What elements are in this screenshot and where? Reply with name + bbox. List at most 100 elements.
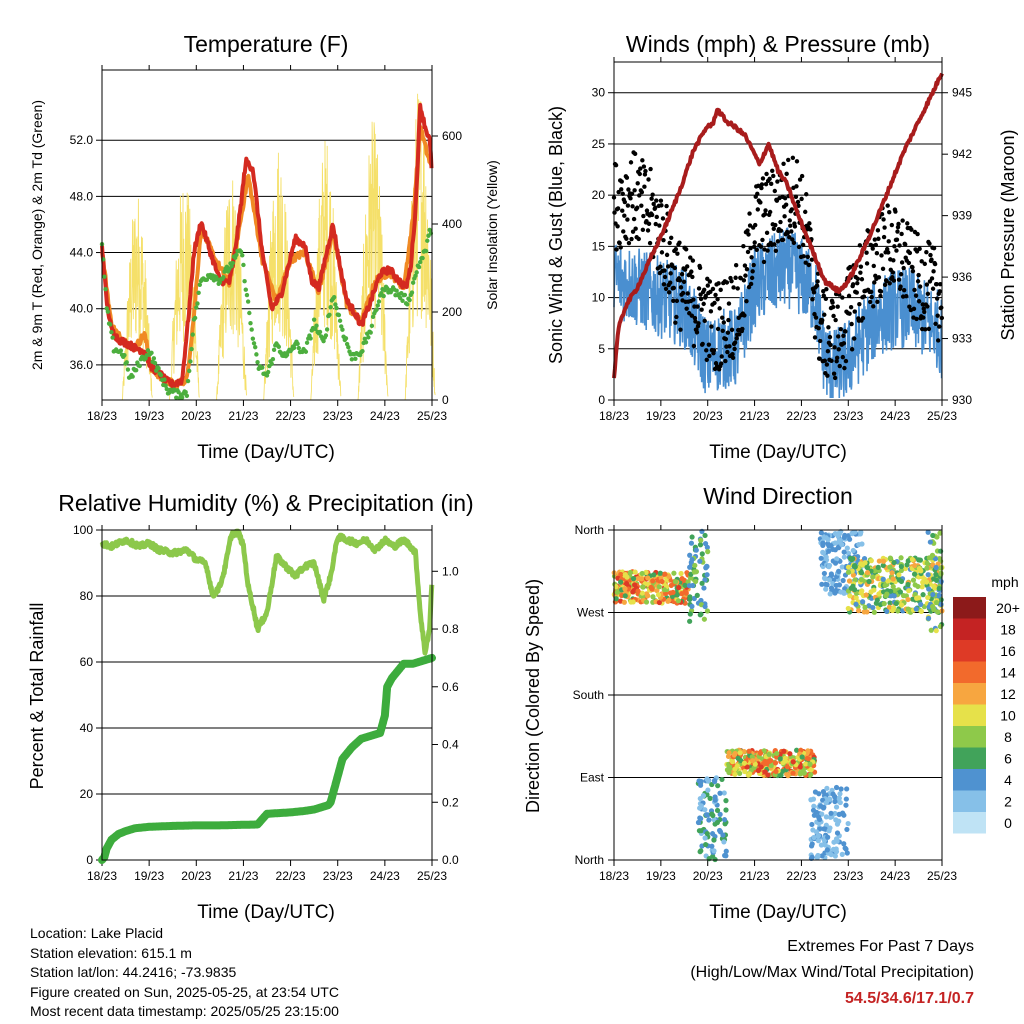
gust-point [896, 277, 902, 282]
humidity-ylabel-left: Percent & Total Rainfall [27, 603, 47, 790]
wind-direction-point [858, 561, 864, 567]
gust-point [900, 218, 905, 223]
wind-direction-point [842, 845, 848, 851]
gust-point [889, 222, 895, 228]
solar-insolation-line [310, 140, 342, 401]
gust-point [881, 234, 887, 240]
wind-direction-point [853, 601, 859, 607]
winds-title: Winds (mph) & Pressure (mb) [626, 31, 930, 57]
gust-point [639, 203, 644, 208]
gust-point [794, 159, 800, 164]
y2-tick-label: 0 [442, 393, 449, 407]
gust-point [678, 327, 683, 332]
wind-direction-point [809, 854, 815, 860]
wind-direction-point [890, 576, 896, 582]
dewpoint-point [336, 312, 342, 318]
direction-xlabel: Time (Day/UTC) [709, 902, 847, 923]
gust-point [661, 237, 666, 243]
gust-point [724, 280, 730, 285]
dewpoint-point [269, 361, 274, 366]
wind-direction-point [933, 599, 940, 606]
wind-direction-point [698, 597, 704, 604]
y2-tick-label: 942 [952, 147, 972, 161]
wind-direction-point [742, 768, 748, 775]
gust-point [741, 243, 746, 249]
dewpoint-point [158, 372, 164, 378]
plot-frame [101, 529, 433, 861]
wind-direction-point [847, 536, 853, 542]
gust-point [813, 315, 819, 320]
x-tick-label: 19/23 [134, 409, 164, 423]
wind-direction-point [876, 558, 882, 564]
x-tick-label: 23/23 [833, 409, 863, 423]
wind-direction-point [682, 582, 688, 588]
wind-direction-point [627, 569, 634, 576]
wind-direction-point [917, 557, 924, 563]
dewpoint-point [156, 366, 161, 371]
gust-point [935, 313, 940, 318]
wind-direction-point [872, 568, 878, 574]
gust-point [662, 274, 668, 280]
wind-direction-point [898, 563, 904, 570]
wind-direction-point [910, 577, 917, 583]
gust-point [897, 243, 902, 248]
speed-legend-label: 18 [1000, 621, 1016, 637]
dewpoint-point [187, 368, 192, 374]
wind-direction-point [729, 759, 736, 765]
wind-direction-point [844, 545, 850, 551]
gust-point [785, 230, 790, 236]
gust-point [649, 196, 654, 201]
gust-point [871, 263, 876, 269]
wind-direction-point [714, 807, 721, 814]
gust-point [635, 181, 640, 186]
wind-direction-point [698, 611, 704, 617]
gust-point [715, 326, 721, 332]
wind-direction-point [656, 599, 662, 606]
wind-direction-point [824, 785, 830, 791]
gust-point [795, 199, 801, 205]
gust-point [735, 286, 740, 291]
dewpoint-point [366, 335, 371, 340]
gust-point [622, 213, 627, 218]
dewpoint-point [407, 297, 412, 303]
y-tick-label: 20 [80, 787, 94, 801]
wind-direction-point [639, 590, 645, 596]
y-tick-label: 40 [80, 721, 94, 735]
wind-direction-point [937, 530, 943, 536]
gust-point [658, 264, 663, 269]
wind-direction-point [812, 789, 819, 795]
dewpoint-point [109, 329, 114, 335]
gust-point [838, 326, 843, 332]
gust-point [646, 177, 651, 182]
gust-point [678, 285, 684, 290]
gust-point [884, 279, 889, 284]
gust-point [841, 333, 846, 339]
y2-tick-label: 933 [952, 332, 972, 346]
wind-direction-point [698, 803, 704, 809]
gust-point [847, 311, 852, 316]
wind-direction-point [913, 606, 919, 612]
wind-direction-point [888, 588, 894, 594]
x-tick-label: 19/23 [646, 869, 676, 883]
wind-direction-point [672, 579, 679, 585]
gust-point [914, 316, 919, 322]
winds-xlabel: Time (Day/UTC) [709, 442, 847, 463]
gust-point [694, 330, 700, 335]
gust-point [910, 268, 916, 274]
wind-direction-point [746, 748, 752, 754]
gust-point [689, 269, 694, 274]
wind-direction-point [650, 578, 656, 584]
gust-point [939, 305, 944, 310]
wind-direction-point [698, 537, 704, 543]
gust-point [660, 216, 666, 221]
wind-direction-point [853, 595, 859, 601]
wind-direction-point [701, 616, 707, 622]
gust-point [622, 199, 628, 205]
wind-direction-point [863, 592, 869, 598]
gust-point [677, 278, 683, 283]
dewpoint-point [105, 309, 111, 314]
x-tick-label: 25/23 [927, 869, 957, 883]
gust-point [672, 265, 678, 271]
y-tick-label: South [573, 688, 604, 702]
gust-point [836, 334, 841, 339]
